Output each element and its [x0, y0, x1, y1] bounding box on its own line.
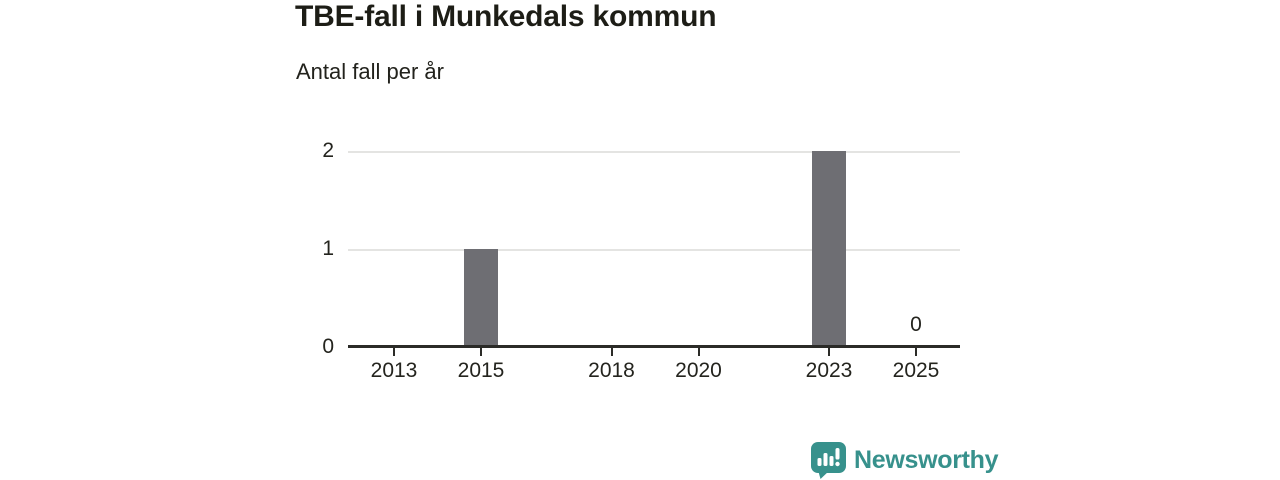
- newsworthy-logo[interactable]: Newsworthy: [810, 440, 999, 480]
- x-tick-label-2015: 2015: [457, 359, 505, 382]
- bar-2015: [464, 249, 498, 347]
- x-axis-line: [348, 345, 960, 348]
- x-tick-label-2023: 2023: [805, 359, 853, 382]
- y-tick-label-0: 0: [322, 335, 334, 358]
- gridline-y-2: [348, 151, 960, 153]
- point-label-2025: 0: [910, 313, 922, 336]
- x-tick-label-2018: 2018: [588, 359, 635, 382]
- x-tick-label-2020: 2020: [675, 359, 722, 382]
- y-tick-label-1: 1: [322, 237, 334, 260]
- chart-title: TBE-fall i Munkedals kommun: [295, 0, 717, 33]
- x-tick-2023: [828, 348, 830, 356]
- chart-subtitle: Antal fall per år: [296, 59, 444, 84]
- x-tick-label-2013: 2013: [370, 359, 418, 382]
- x-tick-2020: [697, 348, 700, 356]
- x-tick-2013: [393, 348, 395, 356]
- x-tick-label-2025: 2025: [892, 359, 940, 382]
- bar-2023: [812, 151, 846, 347]
- plot-area: 0 1 2 2013 2015 2018 2020 2023 2025 0: [322, 139, 960, 382]
- gridline-y-1: [348, 249, 960, 251]
- y-tick-label-2: 2: [322, 139, 334, 162]
- x-tick-2015: [480, 348, 482, 356]
- x-tick-2025: [915, 348, 917, 356]
- bar-chart-speech-bubble-icon: [811, 441, 846, 479]
- newsworthy-wordmark: Newsworthy: [854, 445, 999, 474]
- x-tick-2018: [610, 348, 613, 356]
